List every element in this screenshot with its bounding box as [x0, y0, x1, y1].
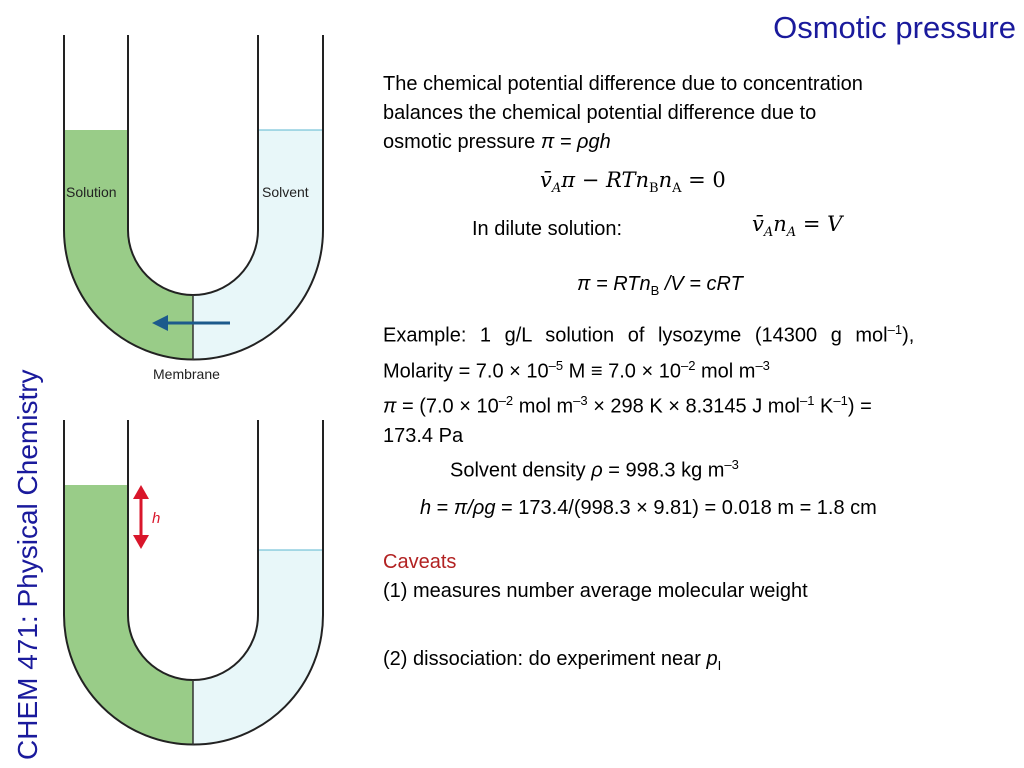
- u-tube-diagram-equal: Solution Solvent Membrane: [63, 35, 324, 382]
- intro-line-2: balances the chemical potential differen…: [383, 102, 817, 124]
- membrane-label: Membrane: [153, 366, 220, 382]
- caveats-heading: Caveats: [383, 551, 457, 573]
- caveats-block: Caveats (1) measures number average mole…: [383, 548, 1003, 680]
- height-arrow-up-icon: [133, 485, 149, 499]
- example-line-3: π = (7.0 × 10–2 mol m–3 × 298 K × 8.3145…: [383, 393, 872, 418]
- dilute-solution-label: In dilute solution:: [472, 218, 623, 240]
- height-arrow-down-icon: [133, 535, 149, 549]
- flow-arrow-icon: [152, 315, 168, 331]
- slide-title: Osmotic pressure: [773, 10, 1016, 45]
- intro-line-3: osmotic pressure π = ρgh: [383, 131, 611, 153]
- solution-label: Solution: [66, 184, 117, 200]
- solution-fill: [63, 130, 193, 360]
- height-equation: h = π/ρg = 173.4/(998.3 × 9.81) = 0.018 …: [420, 497, 877, 519]
- solvent-density: Solvent density ρ = 998.3 kg m–3: [450, 457, 739, 482]
- solvent-fill: [193, 550, 323, 745]
- solvent-label: Solvent: [262, 184, 309, 200]
- example-line-2: Molarity = 7.0 × 10–5 M ≡ 7.0 × 10–2 mol…: [383, 357, 770, 383]
- example-line-4: 173.4 Pa: [383, 424, 464, 447]
- intro-line-1: The chemical potential difference due to…: [383, 73, 863, 95]
- u-tube-diagram-height: h: [63, 420, 324, 746]
- equation-chemical-potential: v̄Aπ − RTnBnA = 0: [540, 168, 726, 197]
- equation-dilute: v̄AnA = V: [752, 212, 843, 241]
- solvent-fill: [193, 130, 323, 360]
- equation-vant-hoff: π = RTnB /V = cRT: [577, 273, 743, 298]
- solution-fill: [63, 485, 193, 745]
- intro-text: The chemical potential difference due to…: [383, 70, 1013, 157]
- height-label: h: [152, 510, 160, 527]
- example-line-1: Example: 1 g/L solution of lysozyme (143…: [383, 322, 915, 347]
- caveat-item-1: (1) measures number average molecular we…: [383, 580, 808, 602]
- caveat-item-2: (2) dissociation: do experiment near pI: [383, 648, 722, 673]
- osmotic-equation: π = ρgh: [540, 131, 611, 153]
- example-block: Example: 1 g/L solution of lysozyme (143…: [383, 315, 1003, 451]
